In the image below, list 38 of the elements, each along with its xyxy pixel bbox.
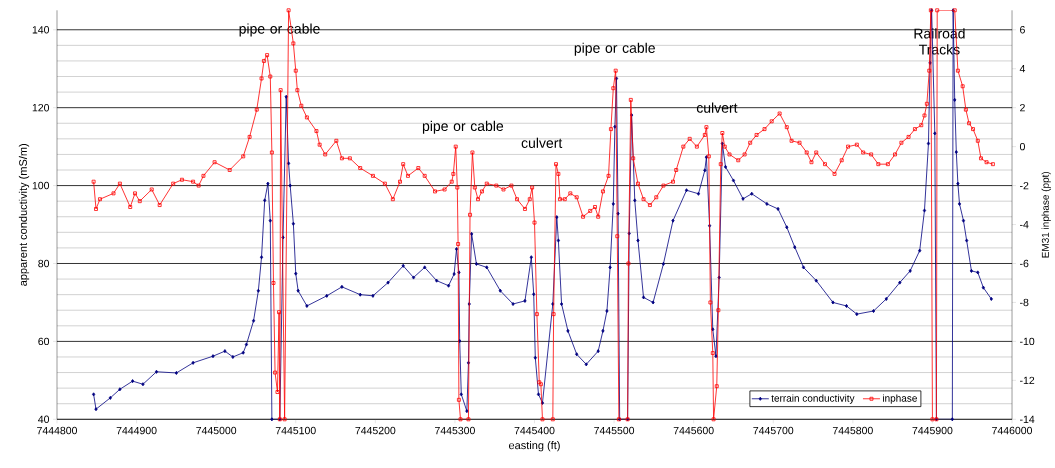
x-tick-label: 7445900 — [912, 426, 953, 435]
y2-tick-label: 4 — [1019, 65, 1026, 73]
y-tick-label: 140 — [32, 26, 50, 34]
y2-tick-label: -2 — [1020, 181, 1029, 190]
y2-axis-title: EM31 inphase (ppt) — [1041, 171, 1051, 258]
y-axis-title: apparent conductivity (mS/m) — [18, 143, 30, 286]
y2-tick-label: 2 — [1020, 104, 1025, 112]
x-tick-label: 7444800 — [37, 426, 78, 435]
x-tick-label: 7445300 — [435, 426, 475, 435]
x-tick-label: 7445700 — [753, 426, 794, 435]
x-tick-label: 7444900 — [116, 426, 157, 435]
y-tick-label: 100 — [32, 181, 50, 190]
annotation: pipe or cable — [422, 120, 504, 134]
annotation: pipe or cable — [574, 42, 655, 56]
y-tick-label: 80 — [38, 259, 50, 268]
x-tick-label: 7445500 — [594, 426, 635, 435]
y2-tick-label: -4 — [1020, 220, 1029, 229]
x-tick-label: 7445600 — [673, 426, 714, 435]
x-tick-label: 7445400 — [514, 426, 555, 435]
y2-tick-label: -12 — [1020, 376, 1035, 385]
y2-tick-label: 6 — [1020, 26, 1025, 34]
x-tick-label: 7445200 — [355, 426, 396, 435]
x-axis-title: easting (ft) — [508, 441, 560, 452]
y2-tick-label: -14 — [1020, 415, 1035, 423]
y2-tick-label: -6 — [1020, 259, 1029, 268]
y-tick-label: 60 — [38, 337, 50, 346]
y2-tick-label: -10 — [1020, 337, 1035, 346]
y-tick-label: 40 — [38, 415, 50, 424]
legend-label: inphase — [883, 394, 917, 404]
x-tick-label: 7445000 — [196, 426, 237, 435]
y-tick-label: 120 — [32, 103, 50, 112]
y2-tick-label: -8 — [1020, 298, 1029, 307]
annotation: culvert — [521, 137, 563, 148]
legend-label: terrain conductivity — [771, 394, 855, 404]
x-tick-label: 7445100 — [275, 426, 316, 435]
x-tick-label: 7445800 — [832, 426, 873, 435]
y2-tick-label: 0 — [1019, 142, 1025, 151]
x-tick-label: 7446000 — [992, 426, 1033, 435]
